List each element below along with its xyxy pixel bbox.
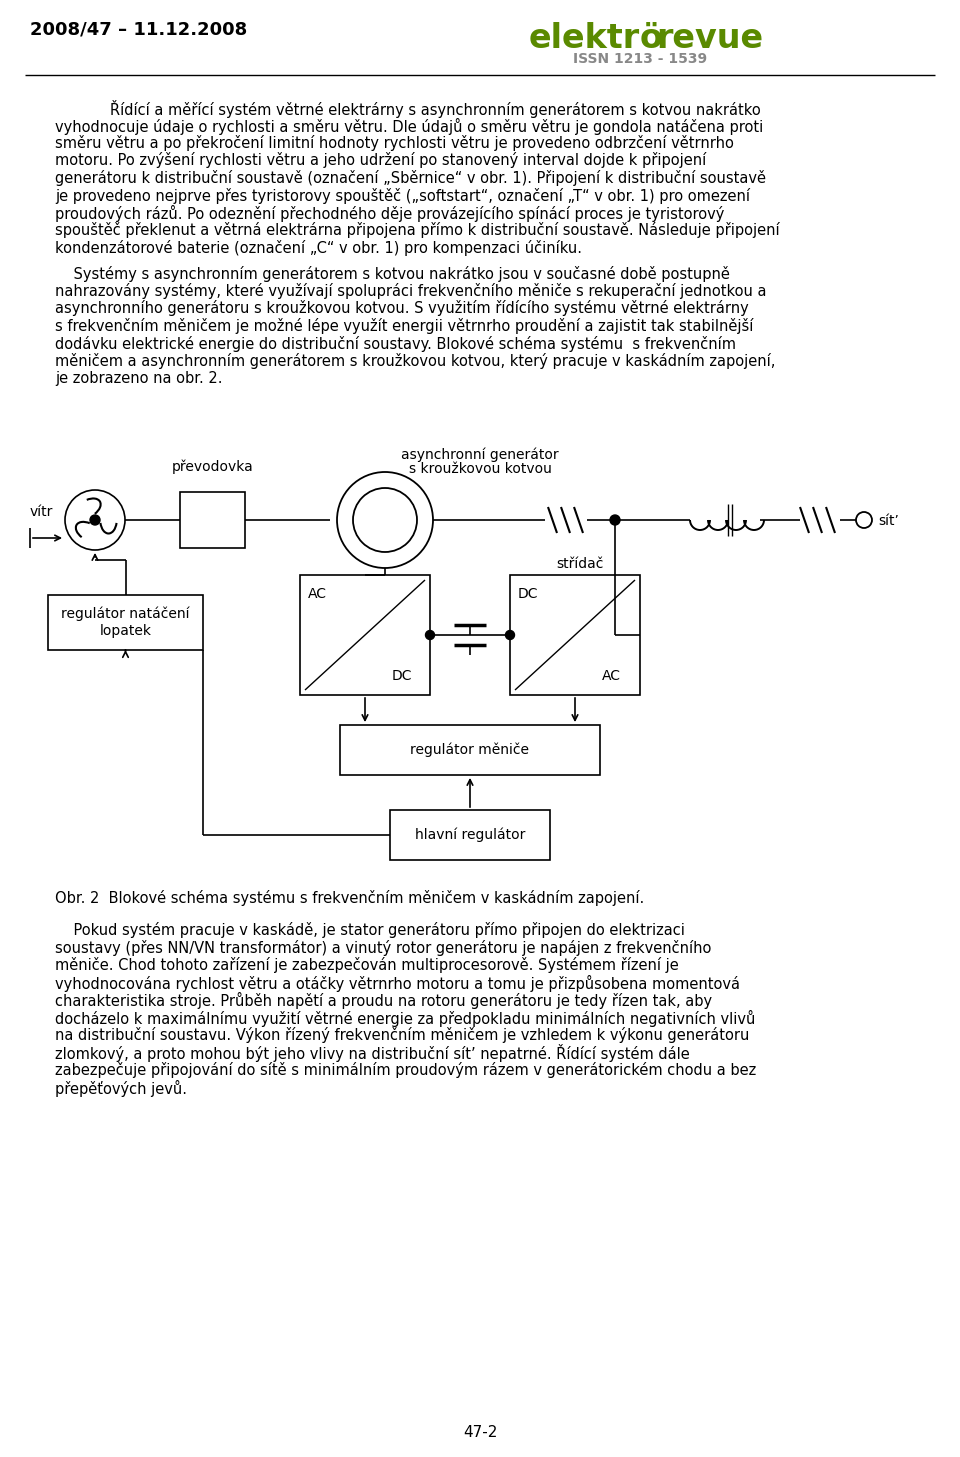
Text: regulátor natáčení: regulátor natáčení [61,606,190,621]
Text: Obr. 2  Blokové schéma systému s frekvenčním měničem v kaskádním zapojení.: Obr. 2 Blokové schéma systému s frekvenč… [55,890,644,906]
Text: soustavy (přes NN/VN transformátor) a vinutý rotor generátoru je napájen z frekv: soustavy (přes NN/VN transformátor) a vi… [55,940,711,956]
Text: 47-2: 47-2 [463,1425,497,1440]
Text: AC: AC [602,669,621,683]
Text: Pokud systém pracuje v kaskádě, je stator generátoru přímo připojen do elektriza: Pokud systém pracuje v kaskádě, je stato… [55,922,684,938]
Text: docházelo k maximálnímu využití větrné energie za předpokladu minimálních negati: docházelo k maximálnímu využití větrné e… [55,1010,756,1027]
Text: Systémy s asynchronním generátorem s kotvou nakrátko jsou v současné době postup: Systémy s asynchronním generátorem s kot… [55,265,730,281]
Text: spouštěč překlenut a větrná elektrárna připojena přímo k distribuční soustavě. N: spouštěč překlenut a větrná elektrárna p… [55,223,780,239]
Text: nahrazovány systémy, které využívají spolupráci frekvenčního měniče s rekuperačn: nahrazovány systémy, které využívají spo… [55,283,766,299]
Bar [390,810,550,860]
Text: elektr: elektr [529,22,640,55]
Circle shape [506,631,515,640]
Text: lopatek: lopatek [100,625,152,638]
Bar [48,594,203,650]
Bar [340,726,600,775]
Text: 2008/47 – 11.12.2008: 2008/47 – 11.12.2008 [30,20,248,39]
Text: vyhodnocována rychlost větru a otáčky větrnrho motoru a tomu je přizpůsobena mom: vyhodnocována rychlost větru a otáčky vě… [55,975,740,992]
Text: ISSN 1213 - 1539: ISSN 1213 - 1539 [573,52,708,66]
Circle shape [610,514,620,525]
Text: asynchronního generátoru s kroužkovou kotvou. S využitím řídícího systému větrné: asynchronního generátoru s kroužkovou ko… [55,300,749,316]
Bar [180,492,245,548]
Text: s frekvenčním měničem je možné lépe využít energii větrnrho proudění a zajistit : s frekvenčním měničem je možné lépe využ… [55,318,754,334]
Text: revue: revue [656,22,763,55]
Text: přepěťových jevů.: přepěťových jevů. [55,1080,187,1097]
Text: směru větru a po překročení limitní hodnoty rychlosti větru je provedeno odbrzče: směru větru a po překročení limitní hodn… [55,136,733,152]
Text: AC: AC [308,587,327,600]
Text: zabezpečuje připojování do sítě s minimálním proudovým rázem v generátorickém ch: zabezpečuje připojování do sítě s minimá… [55,1062,756,1078]
Text: charakteristika stroje. Průběh napětí a proudu na rotoru generátoru je tedy říze: charakteristika stroje. Průběh napětí a … [55,992,712,1010]
Text: měniče. Chod tohoto zařízení je zabezpečován multiprocesorově. Systémem řízení j: měniče. Chod tohoto zařízení je zabezpeč… [55,957,679,973]
Text: sítʼ: sítʼ [878,514,899,527]
Text: kondenzátorové baterie (označení „C“ v obr. 1) pro kompenzaci účiníku.: kondenzátorové baterie (označení „C“ v o… [55,240,582,256]
Bar [510,576,640,695]
Text: měničem a asynchronním generátorem s kroužkovou kotvou, který pracuje v kaskádní: měničem a asynchronním generátorem s kro… [55,353,776,369]
Text: motoru. Po zvýšení rychlosti větru a jeho udržení po stanovený interval dojde k : motoru. Po zvýšení rychlosti větru a jeh… [55,153,707,169]
Bar [300,576,430,695]
Text: hlavní regulátor: hlavní regulátor [415,828,525,842]
Text: na distribuční soustavu. Výkon řízený frekvenčním měničem je vzhledem k výkonu g: na distribuční soustavu. Výkon řízený fr… [55,1027,750,1043]
Text: regulátor měniče: regulátor měniče [411,743,530,758]
Circle shape [90,514,100,525]
Text: převodovka: převodovka [172,460,253,475]
Text: vítr: vítr [30,506,54,519]
Text: vyhodnocuje údaje o rychlosti a směru větru. Dle údajů o směru větru je gondola : vyhodnocuje údaje o rychlosti a směru vě… [55,118,763,134]
Text: proudových rázů. Po odeznění přechodného děje provázejícího spínácí proces je ty: proudových rázů. Po odeznění přechodného… [55,205,725,221]
Text: Řídící a měřící systém větrné elektrárny s asynchronním generátorem s kotvou nak: Řídící a měřící systém větrné elektrárny… [110,101,760,118]
Text: je provedeno nejprve přes tyristorovy spouštěč („softstart“, označení „T“ v obr.: je provedeno nejprve přes tyristorovy sp… [55,188,750,204]
Text: asynchronní generátor: asynchronní generátor [401,447,559,462]
Text: generátoru k distribuční soustavě (označení „Sběrnice“ v obr. 1). Připojení k di: generátoru k distribuční soustavě (označ… [55,170,766,186]
Circle shape [425,631,435,640]
Text: ö: ö [640,22,662,55]
Text: zlomkový, a proto mohou být jeho vlivy na distribuční sítʼ nepatrné. Řídící syst: zlomkový, a proto mohou být jeho vlivy n… [55,1045,689,1062]
Text: je zobrazeno na obr. 2.: je zobrazeno na obr. 2. [55,370,223,386]
Text: DC: DC [518,587,539,600]
Text: střídač: střídač [556,557,604,571]
Text: DC: DC [392,669,413,683]
Text: dodávku elektrické energie do distribuční soustavy. Blokové schéma systému  s fr: dodávku elektrické energie do distribučn… [55,335,736,351]
Text: s kroužkovou kotvou: s kroužkovou kotvou [409,462,551,476]
